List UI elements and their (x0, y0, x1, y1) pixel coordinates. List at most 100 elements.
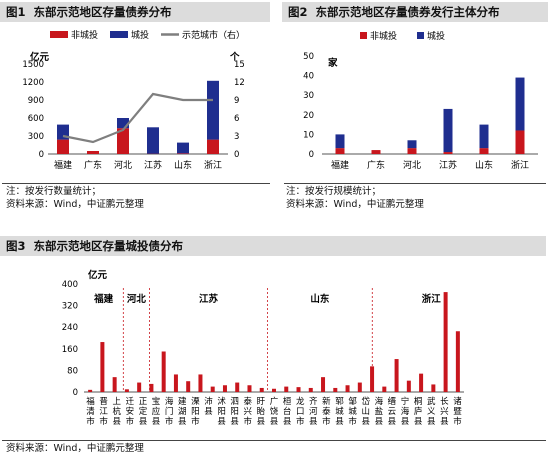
bar-城投 (147, 127, 159, 154)
y-right-tick-label: 3 (234, 132, 239, 142)
figure-1-note: 注：按发行数量统计； 资料来源：Wind，中证鹏元整理 (6, 185, 144, 211)
bar-城投 (117, 118, 129, 129)
figure-1-source-line: 资料来源：Wind，中证鹏元整理 (6, 199, 144, 210)
legend-swatch (417, 32, 424, 39)
x-tick-label: 广东 (367, 159, 385, 171)
legend-swatch (50, 31, 68, 38)
bar (173, 374, 178, 392)
x-tick-label: 诸暨市 (453, 397, 462, 427)
bar-城投 (515, 77, 525, 131)
x-tick-label: 浙江 (511, 159, 529, 171)
chart-2: 非城投 城投家 0 10 20 30 40 50 福建 广东 河北 江苏 山东 浙江 (303, 30, 538, 171)
y-tick-label: 10 (303, 130, 314, 140)
bar (112, 377, 117, 392)
bar (419, 373, 424, 392)
bar-城投 (407, 140, 417, 149)
bar-非城投 (207, 139, 219, 154)
legend-swatch (110, 31, 128, 38)
y-tick-label: 1500 (22, 60, 44, 70)
bar (308, 387, 313, 392)
y-axis-label-left: 亿元 (30, 51, 50, 63)
x-tick-label: 广饶县 (270, 396, 279, 427)
bar (100, 342, 105, 392)
bar (259, 387, 264, 392)
bar (137, 382, 142, 392)
legend-label: 城投 (427, 30, 445, 42)
x-tick-label: 福建 (54, 159, 72, 171)
figure-2-note: 注：按发行规模统计； 资料来源：Wind，中证鹏元整理 (286, 185, 424, 211)
bar (198, 374, 203, 392)
figure-2-title-text: 东部示范地区存量债券发行主体分布 (315, 5, 500, 19)
x-tick-label: 岱山县 (361, 396, 370, 427)
y-right-tick-label: 0 (234, 150, 239, 160)
y-tick-label: 400 (62, 280, 78, 290)
figure-1-title: 图1 东部示范地区存量债券分布 (0, 2, 270, 22)
x-tick-label: 山东 (475, 159, 493, 171)
y-right-tick-label: 15 (234, 60, 245, 70)
bar (333, 387, 338, 392)
y-axis-label: 亿元 (88, 269, 108, 281)
bar (443, 292, 448, 392)
bar (431, 384, 436, 392)
x-tick-label: 建湖县 (178, 396, 187, 427)
legend-swatch (360, 32, 367, 39)
x-tick-label: 江苏 (144, 159, 162, 171)
bar (210, 386, 215, 392)
y-axis-label-right: 个 (229, 51, 240, 63)
x-tick-label: 迁安市 (126, 396, 135, 427)
bar (345, 385, 350, 392)
bar (235, 382, 240, 392)
bar-非城投 (407, 148, 417, 154)
x-tick-label: 江苏 (439, 159, 457, 171)
x-tick-label: 河北 (403, 159, 421, 171)
bar (406, 380, 411, 392)
bar (357, 382, 362, 392)
x-tick-label: 缙云县 (388, 396, 397, 427)
x-tick-label: 宝应县 (152, 396, 161, 427)
x-tick-label: 邹城市 (348, 396, 357, 427)
figure-1-note-line: 注：按发行数量统计； (6, 186, 102, 197)
y-tick-label: 300 (28, 132, 44, 142)
bar (296, 387, 301, 392)
figure-2-title: 图2 东部示范地区存量债券发行主体分布 (282, 2, 548, 22)
y-right-tick-label: 6 (234, 114, 239, 124)
bar (222, 385, 227, 392)
y-tick-label: 20 (303, 111, 314, 121)
bar-城投 (177, 142, 189, 154)
y-tick-label: 30 (303, 91, 314, 101)
y-tick-label: 50 (303, 52, 314, 62)
bar (161, 351, 166, 392)
group-label: 福建 (93, 293, 114, 305)
bar (247, 385, 252, 392)
bar-非城投 (87, 151, 99, 154)
x-tick-label: 长兴县 (440, 396, 449, 427)
chart-1: 非城投 城投 示范城市（右） 亿元 个 0 300 600 900 1200 1500 0 3 6 9 12 1… (22, 29, 245, 171)
x-tick-label: 山东 (174, 159, 192, 171)
chart-3: 亿元 0 80 160 240 320 400 福清市晋江市上杭县迁安市正定县宝应县海门市建湖… (62, 269, 464, 427)
bar (272, 388, 276, 392)
x-tick-label: 福建 (331, 159, 349, 171)
x-tick-label: 龙口市 (296, 396, 305, 427)
bar-非城投 (335, 148, 345, 154)
legend-label: 城投 (131, 29, 149, 41)
figure-3-source-line: 资料来源：Wind，中证鹏元整理 (6, 443, 144, 454)
y-tick-label: 240 (62, 323, 78, 333)
y-tick-label: 0 (309, 150, 314, 160)
x-tick-label: 桓台县 (283, 396, 292, 427)
bar (284, 386, 289, 392)
group-label: 河北 (127, 293, 147, 305)
x-tick-label: 海门市 (165, 396, 174, 427)
x-tick-label: 泰兴市 (244, 396, 253, 427)
x-tick-label: 正定县 (139, 397, 148, 427)
group-label: 江苏 (199, 293, 219, 305)
bar (149, 383, 154, 392)
y-right-tick-label: 12 (234, 78, 245, 88)
figure-3-title-text: 东部示范地区存量城投债分布 (33, 239, 184, 253)
x-tick-label: 福清市 (86, 396, 95, 427)
x-tick-label: 溧阳市 (191, 396, 200, 427)
bar-城投 (335, 134, 345, 149)
bar (124, 389, 129, 392)
y-tick-label: 80 (67, 366, 78, 376)
bar-非城投 (117, 128, 129, 154)
y-tick-label: 1200 (22, 78, 44, 88)
